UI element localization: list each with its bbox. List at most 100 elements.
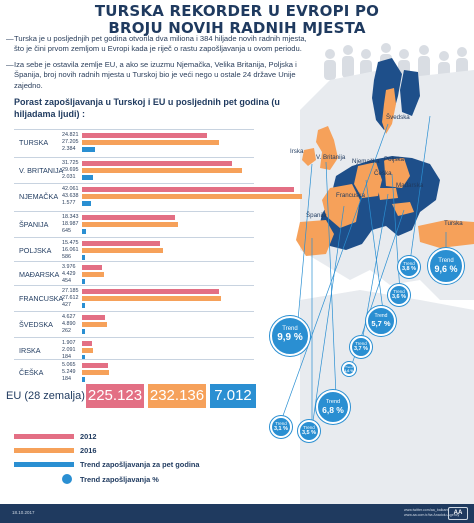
row-separator <box>14 311 254 312</box>
intro-text-1: Turska je u posljednjih pet godina otvor… <box>14 34 307 54</box>
data-label: 427 <box>62 302 71 308</box>
bar-2016 <box>82 347 93 353</box>
trend-bubble-value: 6,8 % <box>322 405 344 415</box>
intro-paragraph-2: — Iza sebe je ostavila zemlje EU, a ako … <box>6 60 297 90</box>
data-label: 1.907 <box>62 340 76 346</box>
row-separator <box>14 285 254 286</box>
trend-bubble-value: 9,6 % <box>434 264 458 274</box>
trend-bubble-turska: Trend 9,6 % <box>428 248 464 284</box>
bar-trend <box>82 174 94 180</box>
chart-title: Porast zapošljavanja u Turskoj i EU u po… <box>14 97 280 119</box>
footer-source-web: www.aa.com.tr/ba Anadolu Agency <box>404 512 460 517</box>
data-label: 27.205 <box>62 139 79 145</box>
data-label: 18.987 <box>62 221 79 227</box>
trend-bubble-value: 1,6 % <box>344 369 354 373</box>
country-label: POLJSKA <box>19 246 52 255</box>
row-separator <box>14 237 254 238</box>
map-poland <box>384 158 410 188</box>
data-label: 31.725 <box>62 160 79 166</box>
trend-bubble-label: Trend <box>438 258 454 264</box>
bar-2012 <box>82 214 175 220</box>
row-separator <box>14 359 254 360</box>
bar-2016 <box>82 167 243 173</box>
map-hungary <box>392 202 414 216</box>
data-label: 18.343 <box>62 214 79 220</box>
trend-bubble-poljska: Trend 3,6 % <box>388 284 410 306</box>
data-label: 4.890 <box>62 321 76 327</box>
bar-2012 <box>82 314 106 320</box>
country-label: IRSKA <box>19 346 41 355</box>
trend-bubble-label: Trend <box>403 261 415 266</box>
country-label: V. BRITANIJA <box>19 166 64 175</box>
trend-bubble-spanija: Trend 6,8 % <box>316 390 350 424</box>
row-separator <box>14 211 254 212</box>
bar-2012 <box>82 160 232 166</box>
eu-total-trend: 7.012 <box>210 384 256 408</box>
intro-text-2: Iza sebe je ostavila zemlje EU, a ako se… <box>14 60 297 90</box>
data-label: 2.384 <box>62 146 76 152</box>
footer-date: 18.10.2017 <box>12 510 35 515</box>
data-label: 15.475 <box>62 240 79 246</box>
map-label-poljska: Poljska <box>384 156 404 163</box>
bar-2016 <box>82 295 222 301</box>
bubble-connectors <box>279 115 447 429</box>
bar-trend <box>82 302 85 308</box>
map-spain <box>296 220 334 256</box>
data-label: 1.577 <box>62 200 76 206</box>
map-finland <box>400 70 420 116</box>
bar-2012 <box>82 288 220 294</box>
trend-bubble-label: Trend <box>303 425 315 430</box>
data-label: 4.627 <box>62 314 76 320</box>
trend-bubble-svedska: Trend 3,8 % <box>398 256 420 278</box>
bar-2016 <box>82 321 107 327</box>
map-label-spanija: Španija <box>306 212 327 219</box>
map-label-irska: Irska <box>290 148 304 155</box>
page-title-line2: BROJU NOVIH RADNIH MJESTA <box>108 19 366 37</box>
bar-trend <box>82 146 96 152</box>
bar-2016 <box>82 193 303 199</box>
map-sweden <box>382 88 396 134</box>
country-label: NJEMAČKA <box>19 192 59 201</box>
trend-bubble-madarska: Trend 3,5 % <box>298 420 320 442</box>
legend-label-trend-bar: Trend zapošljavanja za pet godina <box>80 460 200 469</box>
data-label: 184 <box>62 354 71 360</box>
data-label: 24.821 <box>62 132 79 138</box>
trend-bubble-njemacka: Trend 5,7 % <box>366 306 396 336</box>
bar-trend <box>82 376 85 382</box>
data-label: 2.031 <box>62 174 76 180</box>
footer-bar: 18.10.2017 www.twitter.com/aa_balkans ww… <box>0 504 474 523</box>
trend-bubble-label: Trend <box>282 326 298 332</box>
bar-2012 <box>82 132 208 138</box>
bar-trend <box>82 254 86 260</box>
data-label: 4.429 <box>62 271 76 277</box>
footer-source-twitter: www.twitter.com/aa_balkans <box>404 508 450 512</box>
agency-logo: AA <box>448 507 468 520</box>
bar-2012 <box>82 186 295 192</box>
data-label: 5.065 <box>62 362 76 368</box>
trend-bubble-irska: Trend 3,1 % <box>270 416 292 438</box>
bar-2016 <box>82 247 163 253</box>
data-label: 29.695 <box>62 167 79 173</box>
legend-swatch-2012 <box>14 434 74 439</box>
row-separator <box>14 337 254 338</box>
row-separator <box>14 261 254 262</box>
legend-swatch-trend-bar <box>14 462 74 467</box>
bar-2012 <box>82 340 92 346</box>
bar-trend <box>82 200 91 206</box>
legend-label-2012: 2012 <box>80 432 97 441</box>
bar-2012 <box>82 362 108 368</box>
legend-label-trend-pct: Trend zapošljavanja % <box>80 475 159 484</box>
map-label-madarska: Mađarska <box>396 182 424 189</box>
data-label: 43.638 <box>62 193 79 199</box>
country-label: ŠVEDSKA <box>19 320 53 329</box>
trend-bubble-label: Trend <box>374 313 388 319</box>
data-label: 184 <box>62 376 71 382</box>
trend-bubble-value: 9,9 % <box>277 332 303 343</box>
legend-swatch-trend-pct <box>62 474 72 484</box>
data-label: 2.091 <box>62 347 76 353</box>
intro-paragraph-1: — Turska je u posljednjih pet godina otv… <box>6 34 307 54</box>
trend-bubble-francuska: Trend 1,6 % <box>342 362 356 376</box>
footer-source: www.twitter.com/aa_balkans www.aa.com.tr… <box>404 508 459 517</box>
